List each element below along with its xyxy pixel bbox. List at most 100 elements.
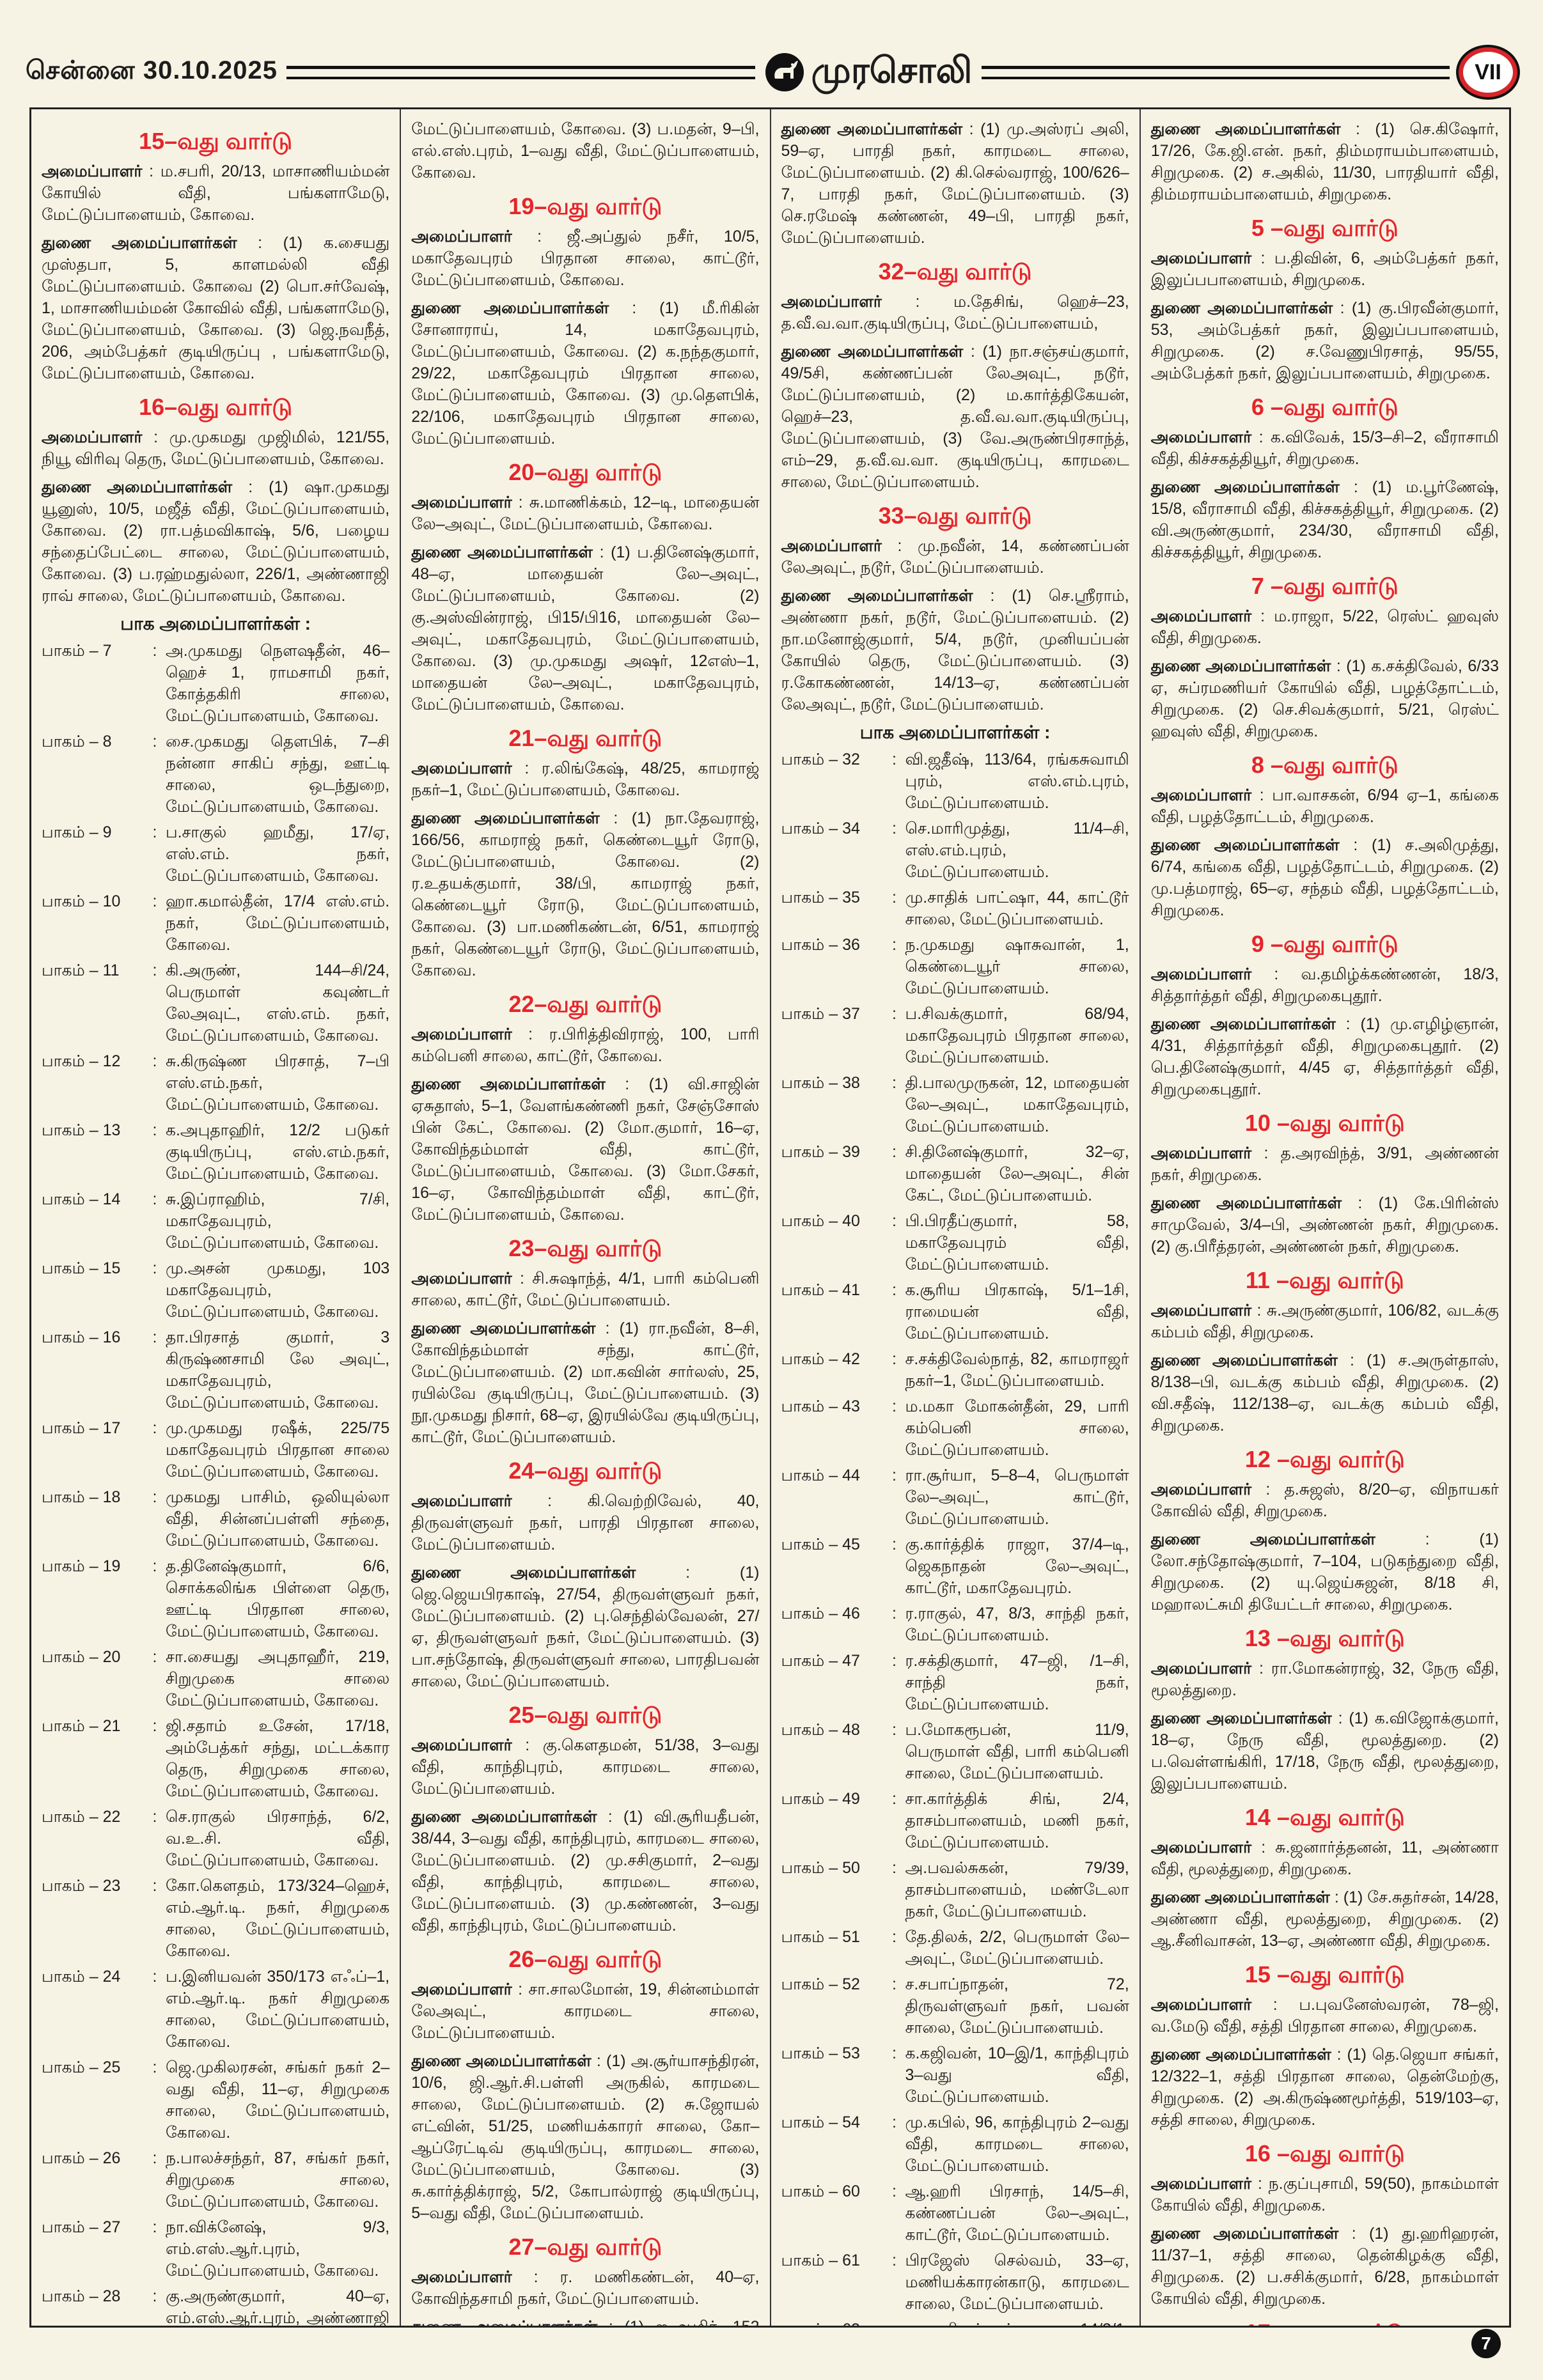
paga-text: தா.பிரசாத் குமார், 3 கிருஷ்ணசாமி லே அவுட… [166,1328,390,1412]
paga-number: பாகம் – 42 [781,1350,860,1368]
paga-row: பாகம் – 40: பி.பிரதீப்குமார், 58, மகாதேவப… [781,1210,1129,1275]
role-text: : (1) தெ.ஜெயா சங்கர், 12/322–1, சத்தி பி… [1150,2046,1499,2129]
paga-number: பாகம் – 21 [42,1717,121,1735]
role-text: : மு.முகமது முஜிமில், 121/55, நியூ விரிவ… [42,428,390,468]
ward-header: 14 –வது வார்டு [1244,1804,1405,1830]
paga-colon: : [152,1328,157,1346]
ward-header: 12 –வது வார்டு [1244,1446,1405,1472]
role-paragraph: துணை அமைப்பாளர்கள் : (1) க.சக்திவேல், 6/… [1151,655,1499,742]
paga-number: பாகம் – 20 [42,1648,121,1666]
masthead-title: முரசொலி [811,49,973,90]
paga-text: கு.கார்த்திக் ராஜா, 37/4–டி, ஜெகநாதன் லே… [905,1536,1129,1597]
role-paragraph: அமைப்பாளர் : சி.சுஷாந்த், 4/1, பாரி கம்ப… [411,1268,759,1311]
role-text: : (1) கு.பிரவீன்குமார், 53, அம்பேத்கர் ந… [1150,299,1500,382]
role-paragraph: அமைப்பாளர் : ம.தேசிங், ஹெச்–23, த.வீ.வ.வ… [781,291,1129,334]
role-text: : கு.கௌதமன், 51/38, 3–வது வீதி, காந்திபு… [411,1736,760,1798]
paga-number: பாகம் – 13 [42,1121,121,1139]
role-label: அமைப்பாளர் [1150,249,1252,267]
role-label: அமைப்பாளர் [1150,607,1252,625]
role-text: : (1) க.சக்திவேல், 6/33 ஏ, சுப்ரமணியர் க… [1150,657,1499,740]
role-text: : (1) வி.சாஜின் ஏசுதாஸ், 5–1, வேளங்கண்ணி… [411,1075,760,1224]
paga-colon: : [892,1605,897,1622]
ward-header: 7 –வது வார்டு [1251,573,1398,599]
role-label: துணை அமைப்பாளர்கள் [1150,2225,1339,2243]
paga-row: பாகம் – 8: சை.முகமது தௌபிக், 7–சி நன்னா ச… [42,731,389,818]
ward-header: 33–வது வார்டு [878,502,1032,529]
role-label: துணை அமைப்பாளர்கள் [411,809,600,827]
role-paragraph: துணை அமைப்பாளர்கள் : (1) அ.சூர்யாசந்திரன… [411,2050,759,2224]
ward-header: 11 –வது வார்டு [1245,1267,1404,1293]
role-paragraph: அமைப்பாளர் : பா.வாசகன், 6/94 ஏ–1, கங்கை … [1151,784,1499,828]
role-paragraph: துணை அமைப்பாளர்கள் : (1) ப.தினேஷ்குமார்,… [411,541,759,715]
ward-header: 17 –வது வார்டு [1151,2319,1499,2326]
paga-text: ச.சக்திவேல்நாத், 82, காமராஜர் நகர்–1, மே… [905,1350,1129,1390]
role-text: : (1) சே.சுதர்சன், 14/28, அண்ணா வீதி, மூ… [1150,1888,1500,1950]
column-2: மேட்டுப்பாளையம், கோவை. (3) ப.மதன், 9–பி,… [400,109,769,2326]
paga-text: சா.சையது அபுதாஹீர், 219, சிறுமுகை சாலை ம… [166,1648,390,1709]
paga-colon: : [152,642,157,660]
role-text: : (1) லோ.சந்தோஷ்குமார், 7–104, படுகந்துற… [1150,1530,1499,1614]
paga-colon: : [152,1488,157,1506]
paga-number: பாகம் – 11 [42,961,120,979]
paga-row: பாகம் – 54: மு.கபில், 96, காந்திபுரம் 2–வ… [781,2112,1129,2177]
role-text: : (1) வி.சூரியதீபன், 38/44, 3–வது வீதி, … [411,1808,760,1934]
role-text: : ம.ராஜா, 5/22, ரெஸ்ட் ஹவுஸ் வீதி, சிறும… [1150,607,1499,647]
role-text: : (1) ஷா.முகமது யூனுஸ், 10/5, மஜீத் வீதி… [42,478,390,605]
paga-colon: : [892,2252,897,2269]
paga-row: பாகம் – 60: ஆ.ஹரி பிரசாந், 14/5–சி, கண்ணப… [781,2181,1129,2246]
page-number: 7 [1471,2329,1501,2358]
paga-colon: : [892,2182,897,2200]
role-label: அமைப்பாளர் [411,1736,512,1754]
role-text: : ரா.மோகன்ராஜ், 32, நேரு வீதி, மூலத்துறை… [1150,1660,1499,1699]
paga-text: வி.ஜதீஷ், 113/64, ரங்கசுவாமி புரம், எஸ்.… [905,751,1129,812]
role-text: : ர.லிங்கேஷ், 48/25, காமராஜ் நகர்–1, மேட… [411,759,760,799]
paga-number: பாகம் – 41 [781,1281,860,1299]
role-label: துணை அமைப்பாளர்கள் [781,120,963,138]
paga-number: பாகம் – 16 [42,1328,121,1346]
role-paragraph: துணை அமைப்பாளர்கள் : (1) நா.தேவராஜ், 166… [411,807,759,981]
role-paragraph: துணை அமைப்பாளர்கள் : (1) ரா.நவீன், 8–சி,… [411,1318,759,1448]
role-text: : மு.நவீன், 14, கண்ணப்பன் லேஅவுட், நடூர்… [781,537,1129,577]
role-label: அமைப்பாளர் [411,494,512,511]
role-paragraph: துணை அமைப்பாளர்கள் : (1) ச.அலிமுத்து, 6/… [1151,834,1499,921]
paga-number: பாகம் – 9 [42,823,112,841]
ward-header: 16 –வது வார்டு [1244,2140,1405,2166]
role-label: துணை அமைப்பாளர்கள் [42,478,233,496]
role-text: : (1) ஜெ.ஜெயபிரகாஷ், 27/54, திருவள்ளுவர்… [411,1564,760,1690]
paga-row: பாகம் – 9: ப.சாகுல் ஹமீது, 17/ஏ, எஸ்.எம்.… [42,821,389,887]
ward-header: 19–வது வார்டு [508,193,662,219]
role-label: துணை அமைப்பாளர்கள் [411,1808,597,1826]
paga-row: பாகம் – 35: மு.சாதிக் பாட்ஷா, 44, காட்டூர… [781,887,1129,930]
continuation-paragraph: மேட்டுப்பாளையம், கோவை. (3) ப.மதன், 9–பி,… [411,118,759,183]
paga-text: அ.முகமது நௌஷதீன், 46–ஹெச் 1, ராமசாமி நகர… [166,642,390,725]
paga-text: த.தினேஷ்குமார், 6/6, சொக்கலிங்க பிள்ளை த… [166,1557,390,1640]
paga-colon: : [892,820,897,837]
paga-row: பாகம் – 42: ச.சக்திவேல்நாத், 82, காமராஜர்… [781,1348,1129,1392]
role-label: அமைப்பாளர் [1150,965,1252,983]
column-1: 15–வது வார்டு அமைப்பாளர் : ம.சபரி, 20/13,… [31,109,400,2326]
paga-row: பாகம் – 22: செ.ராகுல் பிரசாந்த், 6/2, வ.உ… [42,1806,389,1871]
ward-header: 32–வது வார்டு [878,258,1032,284]
paga-colon: : [892,751,897,768]
paga-colon: : [152,1808,157,1826]
role-text: : (1) து.ஹரிஹரன், 11/37–1, சத்தி சாலை, த… [1150,2225,1499,2308]
role-label: அமைப்பாளர் [411,1270,512,1287]
paga-number: பாகம் – 23 [42,1877,121,1895]
paga-colon: : [152,1121,157,1139]
role-text: : (1) மு.எழிழ்ஞான், 4/31, சித்தார்த்தர் … [1150,1015,1500,1098]
paga-row: பாகம் – 20: சா.சையது அபுதாஹீர், 219, சிறு… [42,1646,389,1711]
role-text: : (1) ப.தினேஷ்குமார், 48–ஏ, மாதையன் லே–அ… [411,543,760,713]
ward-header: 13 –வது வார்டு [1244,1625,1405,1651]
paga-text: ஹா.கமால்தீன், 17/4 எஸ்.எம். நகர், மேட்டு… [166,892,390,954]
role-text: : (1) செ.கிஷோர், 17/26, கே.ஜி.என். நகர்,… [1150,120,1499,203]
paga-number: பாகம் – 52 [781,1975,860,1993]
paga-colon: : [152,2218,157,2236]
role-label: அமைப்பாளர் [411,2268,512,2286]
role-text: : (1) அ.சூர்யாசந்திரன், 10/6, ஜி.ஆர்.சி.… [411,2052,760,2222]
role-label: அமைப்பாளர் [42,428,143,446]
paga-number: பாகம் – 10 [42,892,121,910]
paga-text: ந.பாலச்சந்தர், 87, சங்கர் நகர், சிறுமுகை… [166,2149,390,2211]
role-label: அமைப்பாளர் [1150,1302,1252,1319]
role-paragraph: அமைப்பாளர் : மு.நவீன், 14, கண்ணப்பன் லேஅ… [781,535,1129,579]
role-label: அமைப்பாளர் [411,1980,512,1998]
